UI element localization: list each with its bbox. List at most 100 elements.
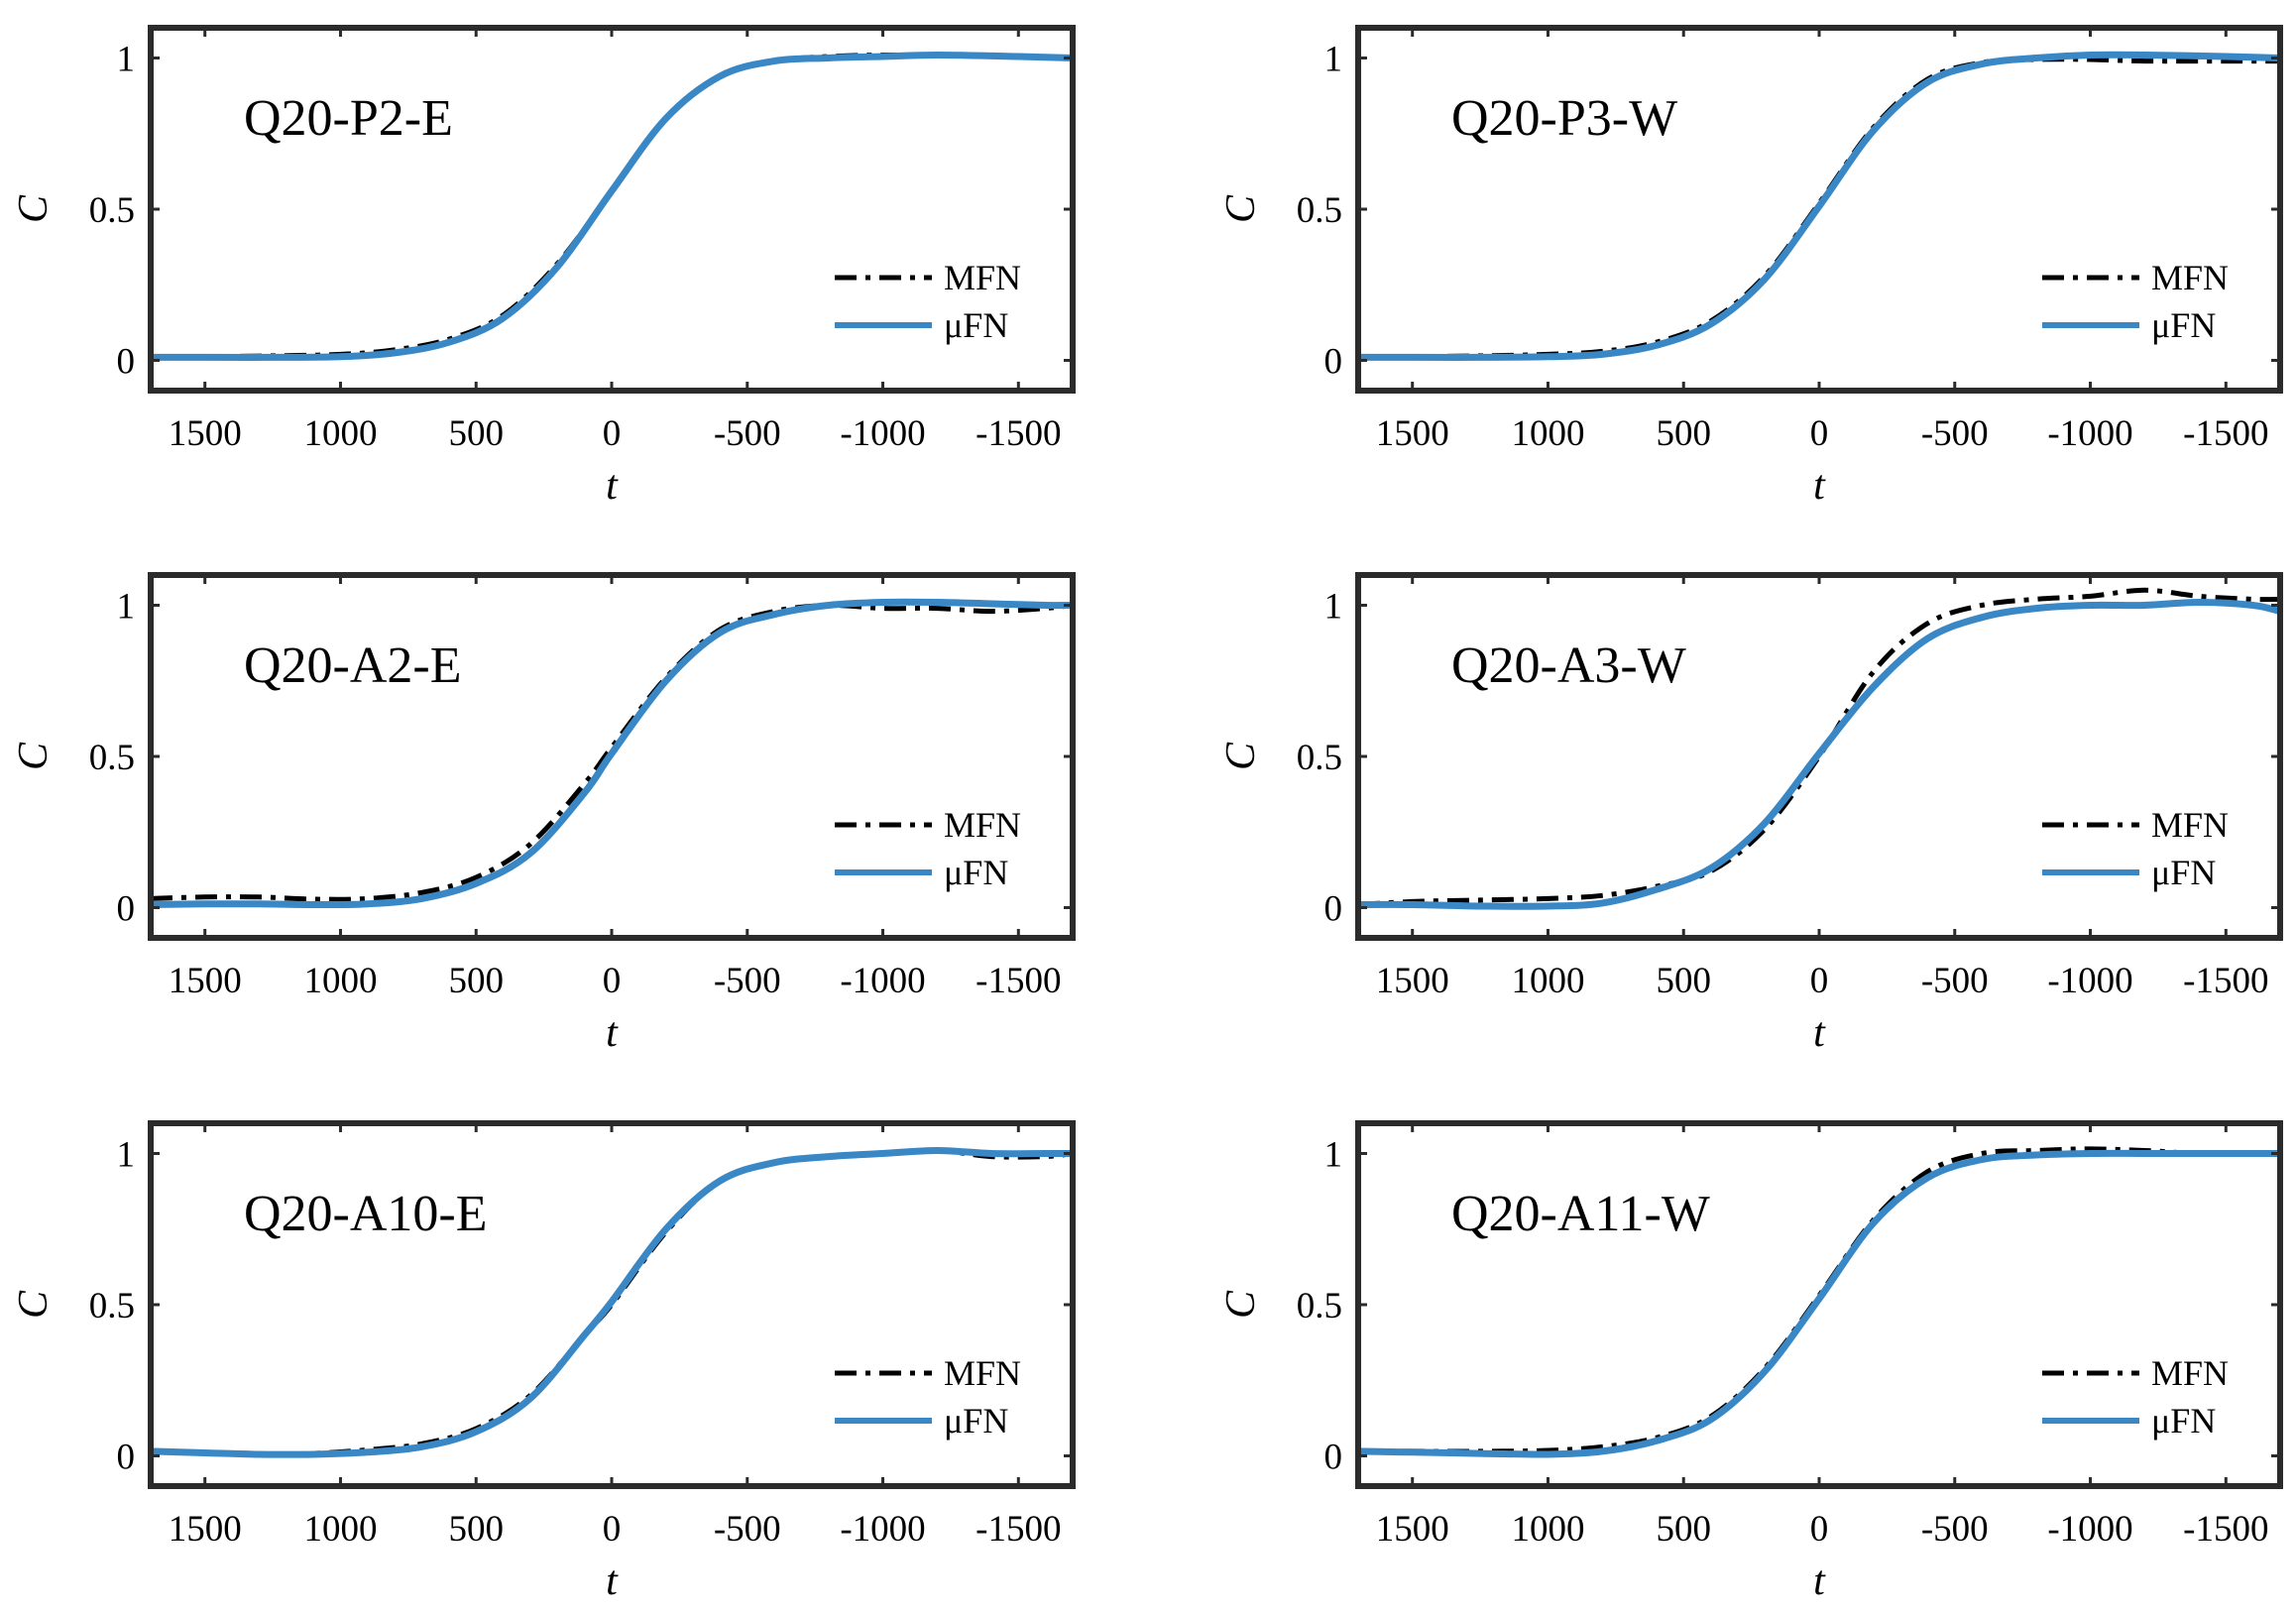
y-axis-label: C (1218, 742, 1264, 770)
x-tick-label: -1000 (840, 1509, 925, 1550)
x-tick-label: -1000 (2047, 413, 2132, 454)
chart-panel: 1500 1000 500 0 -500 -1000 -1500 0 0.5 1 t C Q20-A11… (1218, 1120, 2283, 1604)
legend-label-mfn: MFN (2151, 805, 2229, 845)
series-line-mfn (151, 602, 1073, 902)
series-line-ufn (1358, 51, 2280, 361)
y-tick-label: 0.5 (1297, 738, 1342, 778)
x-axis-label: t (606, 463, 619, 509)
y-axis-label: C (11, 1290, 57, 1319)
x-tick-label: 500 (1656, 961, 1711, 1001)
chart-panel: 1500 1000 500 0 -500 -1000 -1500 0 0.5 1 t C Q20-A2-… (11, 572, 1076, 1056)
y-tick-label: 0 (117, 342, 136, 383)
x-tick-label: 500 (1656, 413, 1711, 454)
legend-label-mfn: MFN (2151, 1353, 2229, 1393)
legend-label-ufn: μFN (944, 305, 1008, 345)
x-tick-label: 0 (1810, 1509, 1829, 1550)
x-tick-label: -500 (714, 961, 781, 1001)
chart-panel: 1500 1000 500 0 -500 -1000 -1500 0 0.5 1 t C Q20-P2-… (11, 25, 1076, 509)
x-tick-label: -1000 (840, 413, 925, 454)
x-axis-label: t (1813, 463, 1826, 509)
x-tick-label: -1000 (840, 961, 925, 1001)
x-tick-label: -1000 (2047, 1509, 2132, 1550)
y-tick-label: 1 (117, 40, 136, 80)
x-tick-label: -500 (1921, 1509, 1989, 1550)
x-tick-label: -500 (1921, 413, 1989, 454)
x-tick-label: 500 (448, 413, 504, 454)
legend-label-mfn: MFN (944, 258, 1021, 297)
x-tick-label: 1500 (1376, 961, 1449, 1001)
x-tick-label: -1500 (976, 961, 1061, 1001)
y-tick-label: 0.5 (89, 1286, 135, 1326)
legend-label-ufn: μFN (944, 1401, 1008, 1441)
x-tick-label: 500 (1656, 1509, 1711, 1550)
y-tick-label: 0 (117, 1438, 136, 1478)
panel-title: Q20-P2-E (244, 90, 453, 147)
y-axis-label: C (1218, 1290, 1264, 1319)
x-tick-label: 1500 (169, 413, 242, 454)
axes-frame (1355, 1120, 2283, 1489)
y-tick-label: 1 (117, 587, 136, 628)
series-line-mfn (1358, 57, 2280, 360)
series-line-ufn (151, 52, 1073, 361)
y-axis-label: C (11, 742, 57, 770)
x-tick-label: -500 (714, 413, 781, 454)
x-tick-label: 1000 (1511, 1509, 1584, 1550)
legend-label-ufn: μFN (2151, 1401, 2216, 1441)
y-tick-label: 1 (117, 1135, 136, 1176)
y-tick-label: 0 (1324, 342, 1343, 383)
x-tick-label: 1500 (169, 961, 242, 1001)
legend-label-ufn: μFN (2151, 305, 2216, 345)
legend-label-mfn: MFN (944, 805, 1021, 845)
y-tick-label: 0.5 (1297, 190, 1342, 231)
chart-panel: 1500 1000 500 0 -500 -1000 -1500 0 0.5 1 t C Q20-P3-… (1218, 25, 2283, 509)
x-tick-label: 1000 (303, 961, 377, 1001)
y-axis-label: C (1218, 194, 1264, 223)
x-tick-label: -500 (714, 1509, 781, 1550)
series-line-ufn (1358, 599, 2280, 910)
y-tick-label: 0.5 (1297, 1286, 1342, 1326)
x-tick-label: 0 (1810, 961, 1829, 1001)
x-tick-label: 1500 (1376, 413, 1449, 454)
y-tick-label: 1 (1324, 40, 1343, 80)
y-tick-label: 0.5 (89, 738, 135, 778)
chart-panel: 1500 1000 500 0 -500 -1000 -1500 0 0.5 1 t C Q20-A10… (11, 1120, 1076, 1604)
series-line-ufn (151, 598, 1073, 909)
x-axis-label: t (606, 1010, 619, 1056)
x-axis-label: t (606, 1558, 619, 1604)
y-tick-label: 0.5 (89, 190, 135, 231)
y-tick-label: 0 (1324, 889, 1343, 930)
series-line-ufn (1358, 1149, 2280, 1458)
x-tick-label: 0 (603, 1509, 622, 1550)
y-axis-label: C (11, 194, 57, 223)
legend-label-mfn: MFN (944, 1353, 1021, 1393)
y-tick-label: 0 (117, 889, 136, 930)
panel-title: Q20-P3-W (1451, 90, 1677, 147)
panel-title: Q20-A2-E (244, 637, 462, 694)
x-tick-label: -1500 (2183, 961, 2268, 1001)
legend-label-ufn: μFN (944, 853, 1008, 892)
x-tick-label: -1500 (976, 1509, 1061, 1550)
x-tick-label: 0 (1810, 413, 1829, 454)
chart-panel: 1500 1000 500 0 -500 -1000 -1500 0 0.5 1 t C Q20-A3-… (1218, 572, 2283, 1056)
x-tick-label: 500 (448, 961, 504, 1001)
x-tick-label: -1500 (2183, 413, 2268, 454)
series-line-ufn (151, 1147, 1073, 1458)
x-tick-label: 0 (603, 961, 622, 1001)
legend-label-ufn: μFN (2151, 853, 2216, 892)
y-tick-label: 1 (1324, 1135, 1343, 1176)
x-tick-label: 1000 (303, 1509, 377, 1550)
x-tick-label: 1500 (169, 1509, 242, 1550)
panel-title: Q20-A11-W (1451, 1186, 1710, 1242)
x-tick-label: -1000 (2047, 961, 2132, 1001)
x-tick-label: 1500 (1376, 1509, 1449, 1550)
x-tick-label: 500 (448, 1509, 504, 1550)
y-tick-label: 1 (1324, 587, 1343, 628)
panel-title: Q20-A3-W (1451, 637, 1686, 694)
x-tick-label: 0 (603, 413, 622, 454)
axes-frame (148, 25, 1076, 394)
panel-title: Q20-A10-E (244, 1186, 488, 1242)
x-axis-label: t (1813, 1558, 1826, 1604)
x-tick-label: 1000 (1511, 961, 1584, 1001)
legend-label-mfn: MFN (2151, 258, 2229, 297)
